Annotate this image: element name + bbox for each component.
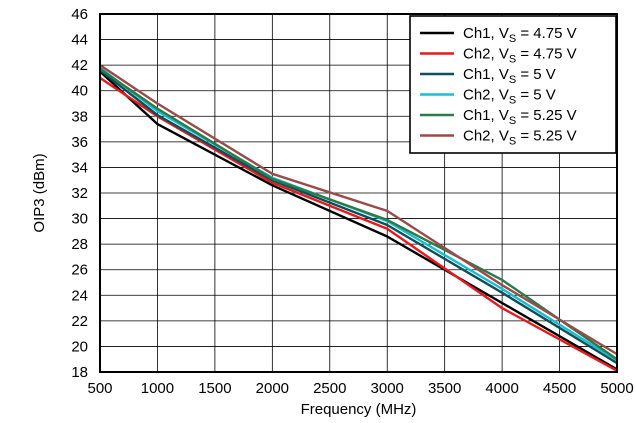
legend-label: Ch2, VS = 4.75 V [463,46,577,66]
x-tick-label: 4000 [485,380,518,397]
x-tick-label: 2500 [313,380,346,397]
y-tick-label: 24 [71,287,88,304]
y-tick-label: 26 [71,262,88,279]
series-line-6 [99,64,618,356]
x-tick-label: 1000 [141,380,174,397]
legend-box [409,15,617,154]
series-line-5 [99,68,618,361]
x-tick-label: 3500 [428,380,461,397]
series-lines [99,64,618,372]
x-axis-label: Frequency (MHz) [301,401,417,418]
legend-label: Ch2, VS = 5 V [463,87,556,107]
y-tick-label: 38 [71,108,88,125]
x-tick-label: 1500 [198,380,231,397]
x-tick-label: 4500 [543,380,576,397]
y-tick-label: 18 [71,364,88,381]
y-tick-label: 30 [71,211,88,228]
y-tick-label: 46 [71,6,88,23]
x-tick-label: 3000 [371,380,404,397]
x-tick-label: 2000 [256,380,289,397]
legend-label: Ch1, VS = 4.75 V [463,25,577,45]
x-tick-labels: 500 1000 1500 2000 2500 3000 3500 4000 4500 5000 [87,380,633,397]
y-tick-label: 40 [71,83,88,100]
legend-label: Ch2, VS = 5.25 V [463,128,577,148]
plot-frame [99,13,618,373]
x-tick-label: 5000 [600,380,633,397]
y-tick-label: 44 [71,32,88,49]
y-tick-label: 22 [71,313,88,330]
x-tick-label: 500 [87,380,112,397]
legend-label: Ch1, VS = 5.25 V [463,107,577,127]
series-line-3 [99,69,618,365]
y-tick-label: 28 [71,236,88,253]
series-line-2 [99,76,618,372]
y-tick-label: 34 [71,159,88,176]
series-line-1 [99,70,618,371]
y-tick-label: 20 [71,338,88,355]
y-tick-label: 32 [71,185,88,202]
legend-label: Ch1, VS = 5 V [463,66,556,86]
y-tick-labels: 18 20 22 24 26 28 30 32 34 36 38 40 42 44 46 [71,6,88,381]
y-axis-label: OIP3 (dBm) [31,153,48,232]
y-tick-label: 42 [71,57,88,74]
y-tick-label: 36 [71,134,88,151]
